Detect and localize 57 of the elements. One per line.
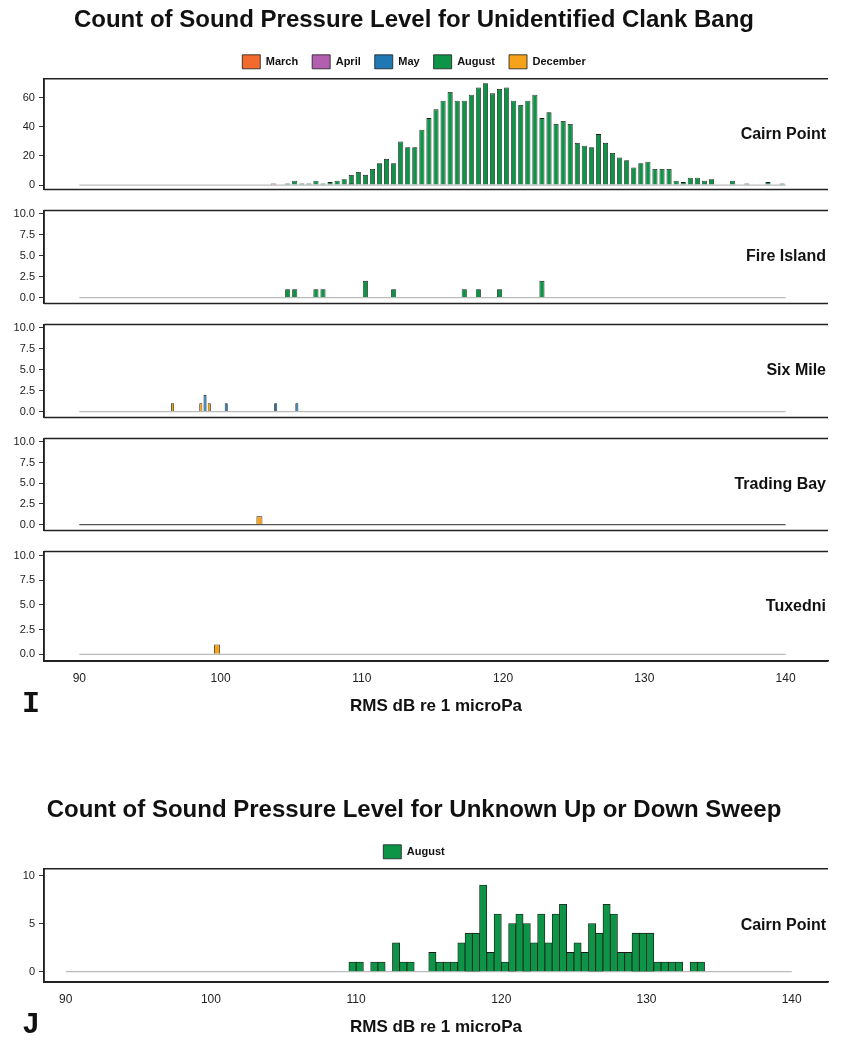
legend-label: December: [532, 54, 587, 67]
x-tick-label: 120: [491, 991, 512, 1006]
y-tick-label: 5: [28, 916, 35, 929]
x-tick-label: 140: [775, 670, 796, 685]
annotation: Tuxedni: [765, 596, 826, 614]
x-tick-label: 100: [200, 991, 222, 1006]
y-tick-label: 40: [22, 119, 35, 132]
x-tick-label: 130: [636, 991, 657, 1006]
y-tick-label: 7.5: [19, 227, 35, 240]
x-tick-label: 120: [493, 670, 514, 685]
x-tick-label: 110: [352, 670, 372, 685]
y-tick-label: 10.0: [13, 548, 35, 561]
x-axis-title: RMS dB re 1 microPa: [350, 1017, 523, 1037]
y-tick-label: 0: [28, 964, 35, 977]
legend-label: August: [457, 54, 496, 67]
y-tick-label: 5.0: [19, 476, 35, 489]
y-tick-label: 20: [22, 148, 35, 161]
y-tick-label: 2.5: [19, 496, 35, 509]
annotation: Cairn Point: [740, 915, 827, 933]
x-tick-label: 100: [210, 670, 231, 685]
text: J: [22, 1007, 41, 1042]
chart-title: Count of Sound Pressure Level for Unidentified Clank Bang: [73, 5, 755, 33]
y-tick-label: 0.0: [19, 647, 35, 660]
y-tick-label: 7.5: [19, 573, 35, 586]
y-tick-label: 10.0: [13, 206, 35, 219]
y-tick-label: 10: [22, 868, 35, 881]
legend-label: March: [265, 54, 299, 67]
x-tick-label: 110: [346, 991, 367, 1006]
x-tick-label: 140: [781, 991, 803, 1006]
annotation: Trading Bay: [734, 474, 827, 492]
y-tick-label: 60: [22, 90, 35, 103]
annotation: Six Mile: [766, 361, 827, 379]
y-tick-label: 2.5: [19, 269, 35, 282]
y-tick-label: 2.5: [19, 622, 35, 635]
y-tick-label: 0: [28, 178, 35, 191]
y-tick-label: 5.0: [19, 597, 35, 610]
text: I: [22, 686, 41, 721]
legend-label: May: [398, 54, 421, 67]
y-tick-label: 0.0: [19, 404, 35, 417]
legend-label: August: [406, 844, 446, 857]
x-tick-label: 90: [59, 991, 73, 1006]
y-tick-label: 7.5: [19, 455, 35, 468]
chart-title: Count of Sound Pressure Level for Unknown Up or Down Sweep: [46, 795, 782, 823]
x-axis-title: RMS dB re 1 microPa: [350, 696, 523, 716]
y-tick-label: 0.0: [19, 290, 35, 303]
y-tick-label: 10.0: [13, 320, 35, 333]
y-tick-label: 5.0: [19, 362, 35, 375]
y-tick-label: 7.5: [19, 341, 35, 354]
annotation: Fire Island: [745, 247, 826, 265]
y-tick-label: 10.0: [13, 434, 35, 447]
y-tick-label: 2.5: [19, 383, 35, 396]
y-tick-label: 5.0: [19, 248, 35, 261]
x-tick-label: 130: [634, 670, 655, 685]
annotation: Cairn Point: [740, 124, 827, 142]
legend-label: April: [335, 54, 361, 67]
x-tick-label: 90: [72, 670, 87, 685]
y-tick-label: 0.0: [19, 517, 35, 530]
